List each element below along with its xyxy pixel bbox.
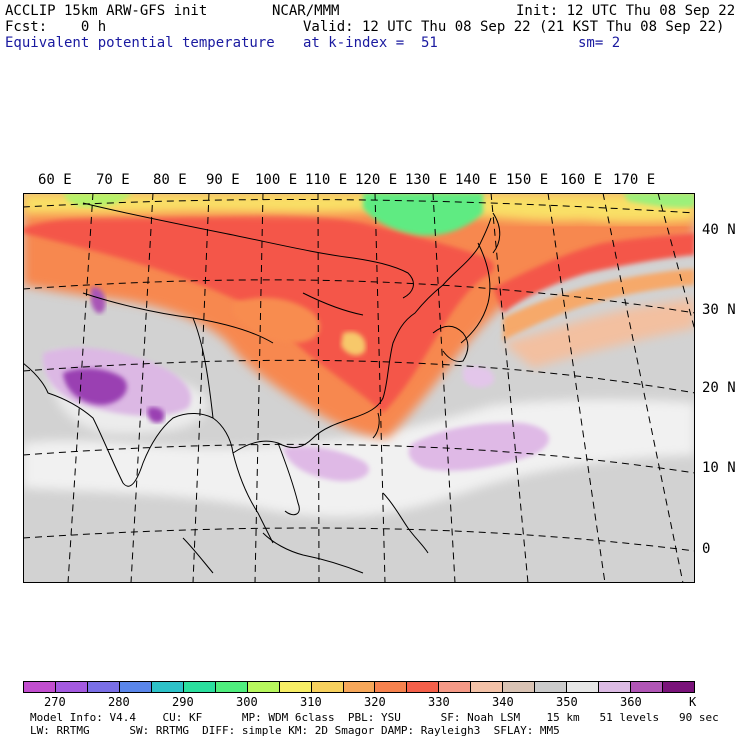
lat-label: 0 xyxy=(702,541,711,557)
lon-label: 100 E xyxy=(255,172,298,188)
colorbar-tick-label: 340 xyxy=(492,695,514,709)
colorbar-swatch xyxy=(119,682,152,692)
colorbar-swatch xyxy=(311,682,344,692)
colorbar-swatch xyxy=(503,682,536,692)
colorbar-swatch xyxy=(215,682,248,692)
lon-label: 130 E xyxy=(405,172,448,188)
lat-label: 20 N xyxy=(702,380,736,396)
colorbar-swatch xyxy=(567,682,600,692)
lon-label: 140 E xyxy=(455,172,498,188)
lon-label: 160 E xyxy=(560,172,603,188)
lat-label: 10 N xyxy=(702,460,736,476)
colorbar-swatch xyxy=(663,682,695,692)
theta-e-map xyxy=(23,193,695,583)
lon-label: 110 E xyxy=(305,172,348,188)
model-info-line1: Model Info: V4.4 CU: KF MP: WDM 6class P… xyxy=(30,711,719,724)
colorbar-tick-label: 290 xyxy=(172,695,194,709)
colorbar-tick-label: 310 xyxy=(300,695,322,709)
peach-region xyxy=(503,298,695,368)
colorbar-swatch xyxy=(439,682,472,692)
purple-india-east xyxy=(147,407,165,423)
orange-patch-tibet xyxy=(233,297,321,343)
colorbar-tick-label: 360 xyxy=(620,695,642,709)
colorbar-tick-label: 330 xyxy=(428,695,450,709)
lat-label: 30 N xyxy=(702,302,736,318)
colorbar-tick-label: 300 xyxy=(236,695,258,709)
center-name: NCAR/MMM xyxy=(272,3,340,19)
colorbar-swatch xyxy=(183,682,216,692)
colorbar-swatch xyxy=(343,682,376,692)
lon-label: 90 E xyxy=(206,172,240,188)
colorbar-swatch xyxy=(87,682,120,692)
colorbar-swatch xyxy=(471,682,504,692)
colorbar-swatch xyxy=(599,682,632,692)
purple-india-north xyxy=(91,287,106,314)
colorbar-swatch xyxy=(24,682,56,692)
lon-label: 150 E xyxy=(506,172,549,188)
graticule xyxy=(23,193,695,583)
level-index: at k-index = 51 xyxy=(303,35,438,51)
purple-india xyxy=(63,368,127,405)
smoothing: sm= 2 xyxy=(578,35,621,51)
colorbar-tick-label: 320 xyxy=(364,695,386,709)
lon-label: 60 E xyxy=(38,172,72,188)
map-frame xyxy=(23,193,695,583)
colorbar-swatch xyxy=(151,682,184,692)
colorbar-swatch xyxy=(631,682,664,692)
orange-strip-pacific xyxy=(503,269,695,341)
green-patch-east xyxy=(623,193,695,208)
colorbar-swatch xyxy=(55,682,88,692)
green-patch-west xyxy=(63,193,133,208)
red-band-pacific xyxy=(493,233,695,313)
colorbar-tick-label: 350 xyxy=(556,695,578,709)
colorbar-swatch xyxy=(535,682,568,692)
valid-time: Valid: 12 UTC Thu 08 Sep 22 (21 KST Thu … xyxy=(303,19,725,35)
yellow-patch xyxy=(341,331,366,356)
lon-label: 170 E xyxy=(613,172,656,188)
lon-label: 80 E xyxy=(153,172,187,188)
colorbar-unit: K xyxy=(689,695,697,709)
lat-label: 40 N xyxy=(702,222,736,238)
light-purple-pacific-2 xyxy=(463,366,494,388)
coastlines xyxy=(23,202,501,574)
green-region xyxy=(363,193,483,236)
init-time: Init: 12 UTC Thu 08 Sep 22 xyxy=(516,3,736,19)
field-name: Equivalent potential temperature xyxy=(5,35,275,51)
colorbar-tick-label: 280 xyxy=(108,695,130,709)
light-purple-scs xyxy=(283,446,369,482)
colorbar-swatch xyxy=(407,682,440,692)
colorbar-swatch xyxy=(375,682,408,692)
red-region xyxy=(23,214,494,413)
forecast-hour: Fcst: 0 h xyxy=(5,19,107,35)
colorbar-swatch xyxy=(279,682,312,692)
model-info-line2: LW: RRTMG SW: RRTMG DIFF: simple KM: 2D … xyxy=(30,724,560,737)
lon-label: 70 E xyxy=(96,172,130,188)
colorbar-swatch xyxy=(247,682,280,692)
model-title: ACCLIP 15km ARW-GFS init xyxy=(5,3,208,19)
colorbar xyxy=(23,681,695,693)
colorbar-tick-label: 270 xyxy=(44,695,66,709)
lon-label: 120 E xyxy=(355,172,398,188)
